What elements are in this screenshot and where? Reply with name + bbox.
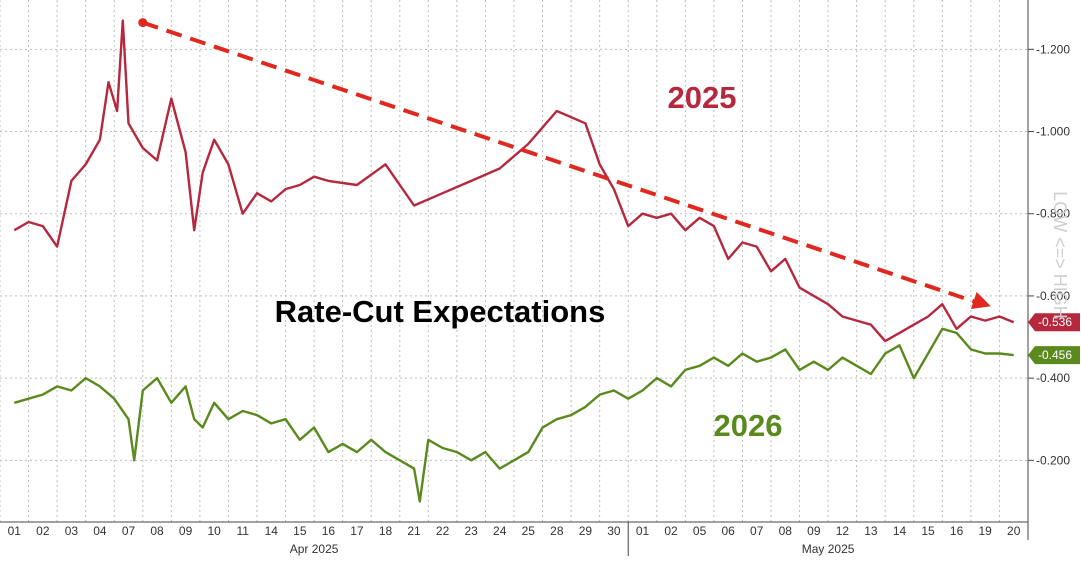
series-layer xyxy=(13,19,1015,503)
label-layer: Rate-Cut Expectations 2025 2026 LOW <=> … xyxy=(275,80,1070,443)
x-tick-label: 09 xyxy=(807,524,821,538)
x-tick-label: 02 xyxy=(664,524,678,538)
grid-layer xyxy=(0,0,1029,522)
chart-title: Rate-Cut Expectations xyxy=(275,294,606,329)
last-value-badge xyxy=(1028,346,1080,365)
series-2026-annotation: 2026 xyxy=(714,408,783,443)
x-tick-label: 14 xyxy=(265,524,279,538)
x-tick-label: 18 xyxy=(379,524,393,538)
x-tick-label: 14 xyxy=(893,524,907,538)
x-tick-label: 16 xyxy=(322,524,336,538)
y-tick-label: -0.800 xyxy=(1036,207,1070,221)
x-tick-label: 15 xyxy=(293,524,307,538)
y-tick-label: -0.200 xyxy=(1036,453,1070,467)
x-tick-label: 20 xyxy=(1007,524,1021,538)
x-tick-label: 13 xyxy=(864,524,878,538)
series-line-2026 xyxy=(13,327,1014,503)
x-tick-label: 30 xyxy=(607,524,621,538)
x-tick-label: 07 xyxy=(750,524,764,538)
x-tick-label: 09 xyxy=(179,524,193,538)
trend-layer xyxy=(138,18,991,310)
x-tick-label: 22 xyxy=(436,524,450,538)
x-tick-label: 12 xyxy=(836,524,850,538)
trend-arrow-head xyxy=(970,291,991,310)
x-tick-label: 08 xyxy=(779,524,793,538)
x-tick-label: 06 xyxy=(721,524,735,538)
x-tick-label: 02 xyxy=(36,524,50,538)
y-tick-label: -0.400 xyxy=(1036,371,1070,385)
x-tick-label: 08 xyxy=(150,524,164,538)
x-tick-label: 11 xyxy=(236,524,249,538)
x-tick-label: 04 xyxy=(93,524,107,538)
y-tick-label: -1.000 xyxy=(1036,125,1070,139)
x-tick-label: 15 xyxy=(921,524,935,538)
x-tick-label: 24 xyxy=(493,524,507,538)
series-2025-annotation: 2025 xyxy=(668,80,737,115)
x-tick-label: 28 xyxy=(550,524,564,538)
x-tick-label: 25 xyxy=(522,524,536,538)
y-tick-label: -1.200 xyxy=(1036,42,1070,56)
x-tick-label: 07 xyxy=(122,524,136,538)
x-tick-label: 03 xyxy=(65,524,79,538)
x-tick-label: 10 xyxy=(207,524,221,538)
x-tick-label: 19 xyxy=(978,524,992,538)
x-tick-label: 29 xyxy=(579,524,593,538)
last-value-label: -0.536 xyxy=(1038,315,1072,329)
month-label: May 2025 xyxy=(802,542,855,556)
x-tick-label: 16 xyxy=(950,524,964,538)
trend-arrow-line xyxy=(142,20,982,306)
last-value-label: -0.456 xyxy=(1038,348,1072,362)
last-value-badge xyxy=(1028,313,1080,332)
x-tick-label: 23 xyxy=(464,524,478,538)
x-tick-label: 21 xyxy=(407,524,421,538)
month-label: Apr 2025 xyxy=(290,542,339,556)
x-tick-label: 01 xyxy=(8,524,22,538)
series-line-2025 xyxy=(13,19,1015,343)
x-tick-label: 01 xyxy=(636,524,650,538)
y-axis-title: LOW <=> HIGH xyxy=(1050,191,1070,319)
y-tick-label: -0.600 xyxy=(1036,289,1070,303)
x-tick-label: 05 xyxy=(693,524,707,538)
x-tick-label: 17 xyxy=(350,524,364,538)
